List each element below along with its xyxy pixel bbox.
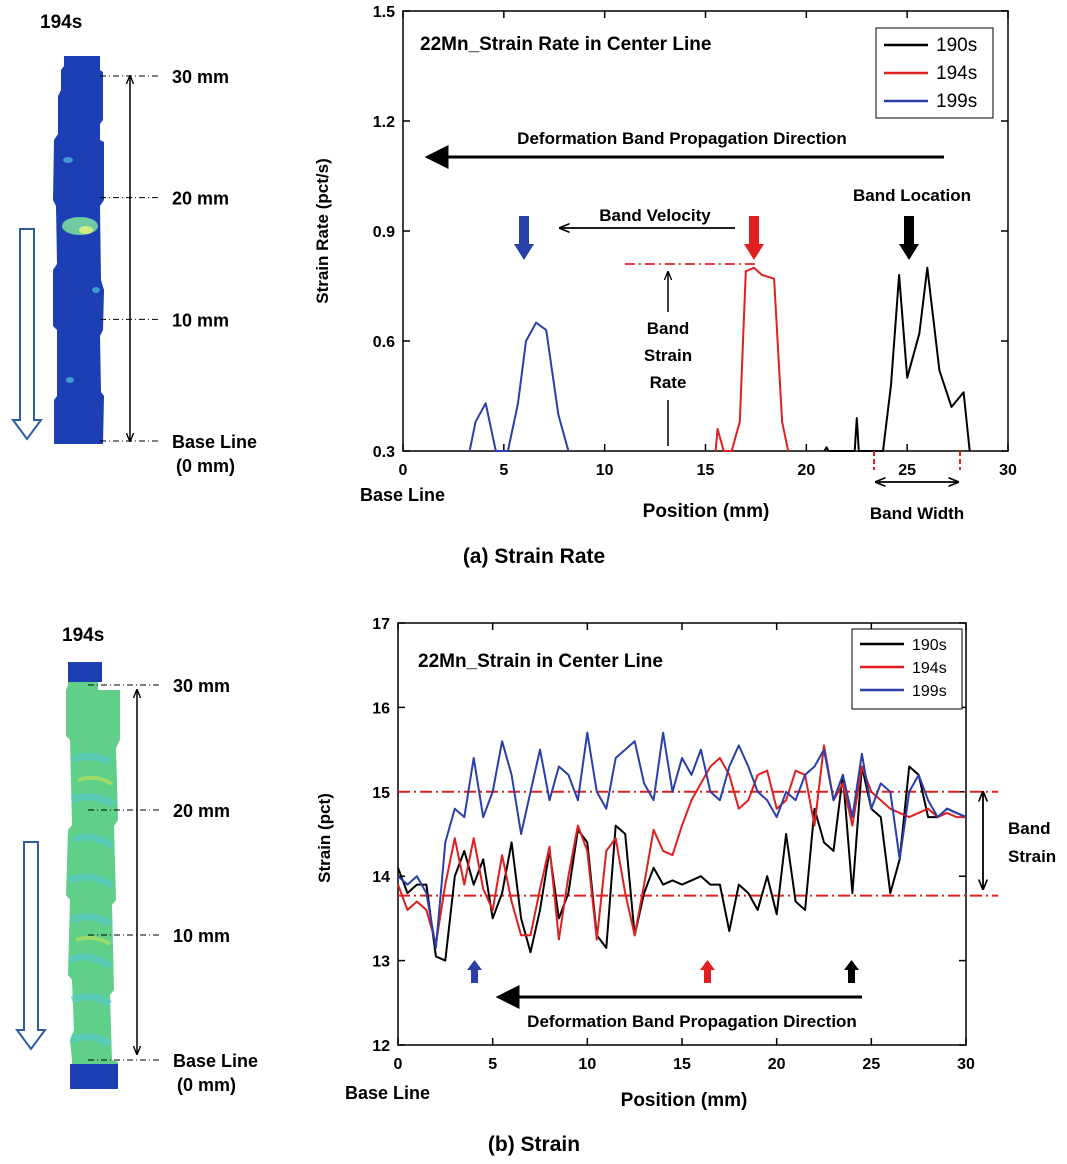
propagation-hollow-arrow	[11, 228, 43, 441]
specimen-bottom-cap	[70, 1064, 118, 1089]
specimen-mark-label: Base Line	[173, 1051, 258, 1071]
band-location-arrow-190s	[899, 216, 919, 260]
series-line-190s	[397, 765, 967, 962]
x-tick-label: 25	[862, 1056, 880, 1073]
specimen-mark-sublabel: (0 mm)	[176, 456, 235, 476]
y-tick-label: 17	[372, 616, 390, 633]
y-tick-label: 1.2	[373, 114, 395, 131]
series-group	[397, 731, 967, 962]
series-line-199s	[468, 321, 570, 452]
propagation-direction-label: Deformation Band Propagation Direction	[517, 129, 847, 148]
x-tick-label: 30	[999, 462, 1017, 479]
specimen-mark-label: Base Line	[172, 432, 257, 452]
band-strain-rate-label-1: Band	[647, 319, 690, 338]
band-reference-lines	[398, 790, 998, 897]
legend: 190s 194s 199s	[851, 628, 963, 710]
specimen-hotspot	[62, 217, 98, 235]
legend-label-199s: 199s	[912, 683, 947, 700]
band-location-label: Band Location	[853, 186, 971, 205]
series-line-194s	[397, 744, 966, 945]
base-line-label: Base Line	[345, 1083, 430, 1103]
panel-b: 194s 30 mm 20 mm 10 mm Base Line (0 mm) 0 5 10…	[15, 616, 1056, 1156]
y-tick-label: 16	[372, 700, 390, 717]
band-strain-label-1: Band	[1008, 819, 1051, 838]
y-tick-label: 0.6	[373, 334, 395, 351]
base-line-label: Base Line	[360, 485, 445, 505]
y-tick-label: 13	[372, 954, 390, 971]
y-tick-label: 14	[372, 869, 390, 886]
specimen-strain-texture	[68, 753, 116, 1048]
x-axis-label: Position (mm)	[643, 501, 770, 522]
band-location-arrow-190s	[844, 960, 859, 983]
specimen-mark-label: 10 mm	[173, 926, 230, 946]
specimen-mark-sublabel: (0 mm)	[177, 1075, 236, 1095]
legend-label-190s: 190s	[936, 35, 977, 56]
y-axis-label: Strain (pct)	[315, 793, 334, 883]
specimen-mark-label: 20 mm	[173, 801, 230, 821]
legend-label-194s: 194s	[936, 63, 977, 84]
x-tick-label: 0	[394, 1056, 403, 1073]
series-group	[468, 266, 971, 452]
panel-b-caption: (b) Strain	[488, 1133, 580, 1156]
specimen-marks: 30 mm 20 mm 10 mm Base Line (0 mm)	[100, 67, 257, 476]
specimen-time-label: 194s	[62, 625, 104, 646]
x-tick-label: 30	[957, 1056, 975, 1073]
legend: 190s 194s 199s	[875, 27, 994, 119]
specimen-mark-label: 30 mm	[172, 67, 229, 87]
legend-label-199s: 199s	[936, 91, 977, 112]
y-axis-label: Strain Rate (pct/s)	[313, 158, 332, 303]
x-tick-label: 10	[578, 1056, 596, 1073]
specimen-mark-label: 20 mm	[172, 189, 229, 209]
x-tick-label: 5	[488, 1056, 497, 1073]
propagation-hollow-arrow	[15, 841, 47, 1051]
band-strain-rate-label-2: Strain	[644, 346, 692, 365]
legend-label-190s: 190s	[912, 637, 947, 654]
y-tick-label: 1.5	[373, 4, 395, 21]
band-location-arrow-199s	[514, 216, 534, 260]
specimen-mark-label: 30 mm	[173, 676, 230, 696]
x-tick-label: 0	[399, 462, 408, 479]
panel-a-caption: (a) Strain Rate	[463, 545, 605, 568]
band-location-arrow-194s	[744, 216, 764, 260]
propagation-direction-label: Deformation Band Propagation Direction	[527, 1012, 857, 1031]
x-tick-label: 10	[596, 462, 614, 479]
series-line-194s	[714, 266, 790, 452]
band-width-label: Band Width	[870, 504, 964, 523]
x-tick-label: 5	[499, 462, 508, 479]
chart-strain: 0 5 10 15 20 25 30 12 13 14 15 16 17 Strain (pct) Po…	[315, 616, 1056, 1111]
x-tick-label: 25	[898, 462, 916, 479]
axis-ticks: 0 5 10 15 20 25 30 0.3 0.6 0.9 1.2 1.5	[373, 4, 1017, 479]
band-location-arrow-199s	[467, 960, 482, 983]
specimen-top-cap	[68, 662, 102, 682]
band-strain-rate-label-3: Rate	[650, 373, 687, 392]
chart-inner-title: 22Mn_Strain in Center Line	[418, 651, 663, 672]
band-velocity-label: Band Velocity	[599, 206, 711, 225]
x-tick-label: 20	[797, 462, 815, 479]
band-location-arrow-194s	[700, 960, 715, 983]
series-line-199s	[397, 731, 967, 949]
specimen-marks: 30 mm 20 mm 10 mm Base Line (0 mm)	[88, 676, 258, 1095]
x-tick-label: 15	[697, 462, 715, 479]
x-tick-label: 15	[673, 1056, 691, 1073]
chart-inner-title: 22Mn_Strain Rate in Center Line	[420, 34, 711, 55]
specimen-image-a: 194s 30 mm 20 mm 10 mm Base Line (0 mm)	[11, 12, 257, 476]
specimen-mark-label: 10 mm	[172, 310, 229, 330]
specimen-bar	[53, 56, 104, 444]
y-tick-label: 0.3	[373, 444, 395, 461]
legend-label-194s: 194s	[912, 660, 947, 677]
panel-a: 194s 30 mm 20 mm 10 mm Base Line (0 mm) 0 5 10…	[11, 4, 1017, 568]
x-tick-label: 20	[768, 1056, 786, 1073]
y-tick-label: 0.9	[373, 224, 395, 241]
series-line-190s	[823, 266, 971, 452]
x-axis-label: Position (mm)	[621, 1090, 748, 1111]
chart-strain-rate: 0 5 10 15 20 25 30 0.3 0.6 0.9 1.2 1.5 Strain Rate …	[313, 4, 1017, 523]
y-tick-label: 12	[372, 1038, 390, 1055]
specimen-time-label: 194s	[40, 12, 82, 33]
band-strain-label-2: Strain	[1008, 847, 1056, 866]
axis-ticks: 0 5 10 15 20 25 30 12 13 14 15 16 17	[372, 616, 975, 1073]
y-tick-label: 15	[372, 785, 390, 802]
specimen-image-b: 194s 30 mm 20 mm 10 mm Base Line (0 mm)	[15, 625, 258, 1095]
